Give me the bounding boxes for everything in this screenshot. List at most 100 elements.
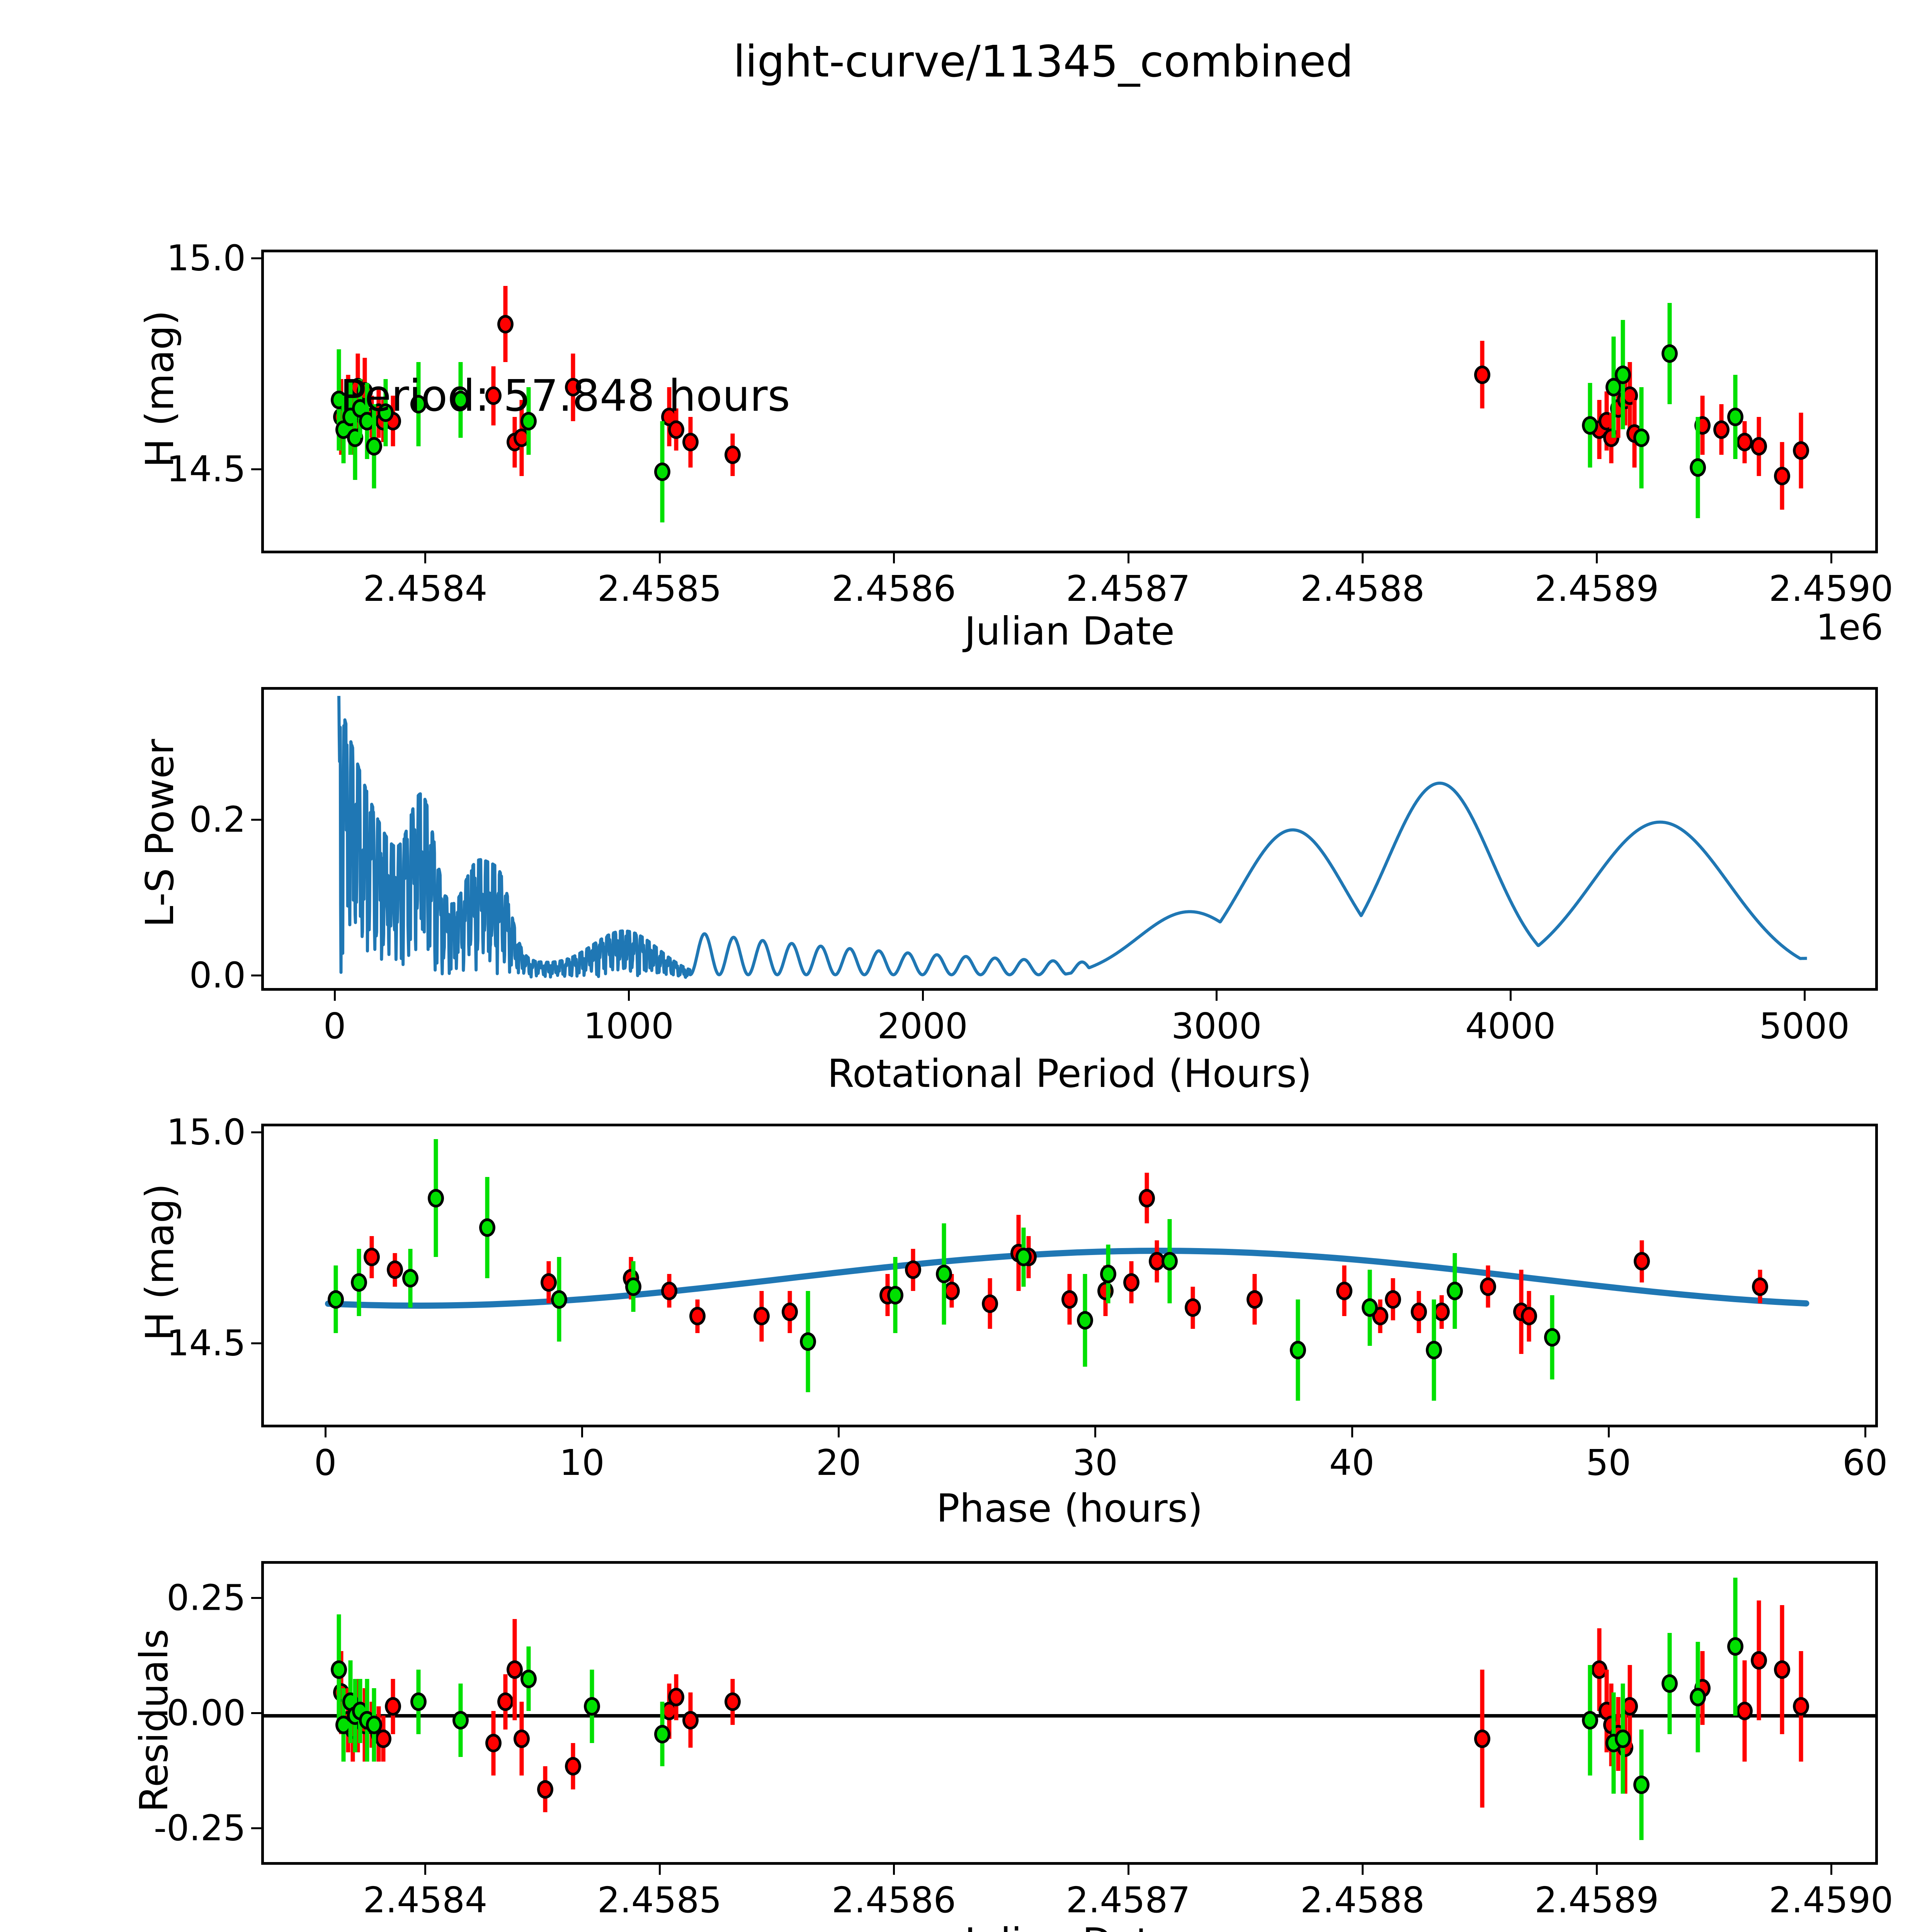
data-point bbox=[565, 378, 582, 397]
axis-tick bbox=[251, 1342, 261, 1344]
axis-tick-label: 1000 bbox=[583, 1005, 674, 1047]
axis-tick-label: 2.4586 bbox=[832, 1879, 956, 1921]
data-point bbox=[366, 1715, 382, 1734]
axis-tick bbox=[424, 553, 427, 563]
data-point bbox=[1446, 1281, 1463, 1300]
axis-tick-label: 2.4585 bbox=[597, 1879, 722, 1921]
axis-tick bbox=[251, 974, 261, 976]
data-point bbox=[1750, 437, 1767, 456]
residuals-xlabel: Julian Date bbox=[964, 1920, 1175, 1932]
data-point bbox=[384, 1697, 401, 1716]
axis-tick-label: 0 bbox=[323, 1005, 346, 1047]
axis-tick-label: 0.2 bbox=[189, 799, 246, 840]
data-point bbox=[887, 1286, 903, 1304]
data-point bbox=[363, 1248, 380, 1267]
data-point bbox=[1185, 1298, 1201, 1317]
data-point bbox=[1336, 1281, 1352, 1300]
phased-plot-area bbox=[264, 1126, 1875, 1425]
data-point bbox=[1633, 1775, 1650, 1794]
axis-tick bbox=[1351, 1427, 1353, 1437]
residuals-axes bbox=[261, 1561, 1878, 1865]
axis-tick bbox=[251, 1597, 261, 1599]
data-point bbox=[1162, 1252, 1178, 1271]
data-point bbox=[1474, 365, 1491, 384]
data-point bbox=[583, 1697, 600, 1716]
data-point bbox=[1662, 344, 1678, 363]
axis-tick bbox=[1803, 991, 1806, 1001]
data-point bbox=[1015, 1248, 1032, 1267]
axis-tick-label: 2.4589 bbox=[1534, 568, 1659, 609]
axis-tick bbox=[838, 1427, 840, 1437]
data-point bbox=[410, 395, 427, 413]
data-point bbox=[537, 1780, 553, 1799]
lightcurve-plot-area bbox=[264, 252, 1875, 551]
panel-phased: 0 10 20 30 40 50 60 15.0 14.5 H (mag) Phase (hou… bbox=[137, 1111, 1888, 1531]
data-point bbox=[520, 412, 537, 430]
axis-tick bbox=[1830, 553, 1832, 563]
axis-tick-label: -0.25 bbox=[153, 1807, 246, 1849]
axis-tick-label: 4000 bbox=[1465, 1005, 1556, 1047]
axis-tick-label: 0 bbox=[314, 1442, 337, 1483]
axis-tick-label: 2.4587 bbox=[1066, 568, 1190, 609]
data-point bbox=[331, 1660, 347, 1679]
data-point bbox=[497, 1692, 514, 1711]
axis-tick-label: 2.4584 bbox=[363, 568, 488, 609]
axis-tick-label: 30 bbox=[1072, 1442, 1118, 1483]
data-point bbox=[1149, 1252, 1165, 1271]
axis-tick bbox=[922, 991, 924, 1001]
periodogram-line bbox=[337, 696, 1808, 979]
axis-tick-label: 2.4585 bbox=[597, 568, 722, 609]
axis-tick-label: 2.4588 bbox=[1300, 568, 1425, 609]
data-point bbox=[1426, 1340, 1442, 1359]
data-point bbox=[1713, 420, 1730, 439]
data-point bbox=[1603, 429, 1619, 447]
data-point bbox=[1362, 1298, 1378, 1317]
data-point bbox=[1582, 1711, 1599, 1730]
data-point bbox=[689, 1307, 706, 1326]
axis-tick bbox=[1510, 991, 1512, 1001]
lightcurve-xlabel: Julian Date bbox=[964, 609, 1175, 654]
data-point bbox=[350, 1273, 367, 1292]
axis-tick-label: 40 bbox=[1329, 1442, 1375, 1483]
data-point bbox=[724, 1692, 741, 1711]
data-point bbox=[506, 1660, 523, 1679]
data-point bbox=[682, 1711, 699, 1730]
axis-tick bbox=[424, 1865, 427, 1875]
data-point bbox=[386, 1260, 403, 1279]
axis-tick-label: 0.25 bbox=[167, 1577, 246, 1619]
data-point bbox=[1633, 429, 1650, 447]
data-point bbox=[565, 1757, 582, 1776]
axis-tick bbox=[251, 1712, 261, 1714]
axis-tick bbox=[1361, 553, 1364, 563]
data-point bbox=[668, 420, 685, 439]
axis-tick-label: 2.4589 bbox=[1534, 1879, 1659, 1921]
axis-tick-label: 20 bbox=[816, 1442, 861, 1483]
axis-tick bbox=[1830, 1865, 1832, 1875]
axis-tick bbox=[1361, 1865, 1364, 1875]
data-point bbox=[1521, 1307, 1537, 1326]
data-point bbox=[1774, 466, 1791, 485]
data-point bbox=[1727, 407, 1744, 426]
data-point bbox=[799, 1332, 816, 1351]
period-annotation: Period: 57.848 hours bbox=[340, 371, 790, 421]
data-point bbox=[485, 386, 502, 405]
axis-tick-label: 0.00 bbox=[167, 1692, 246, 1734]
axis-tick bbox=[658, 1865, 661, 1875]
data-point bbox=[935, 1265, 952, 1284]
panel-lightcurve: 2.4584 2.4585 2.4586 2.4587 2.4588 2.4589 2.45… bbox=[0, 0, 1932, 665]
page-title: light-curve/11345_combined bbox=[733, 37, 1354, 87]
data-point bbox=[1544, 1328, 1560, 1347]
data-point bbox=[1246, 1290, 1263, 1309]
data-point bbox=[1100, 1265, 1116, 1284]
lightcurve-x-offset: 1e6 bbox=[1816, 607, 1883, 648]
data-point bbox=[479, 1218, 495, 1237]
data-point bbox=[1582, 416, 1599, 435]
data-point bbox=[1480, 1277, 1496, 1296]
data-point bbox=[753, 1307, 770, 1326]
axis-tick bbox=[251, 1827, 261, 1829]
data-point bbox=[514, 1729, 530, 1748]
lightcurve-axes bbox=[261, 250, 1878, 553]
data-point bbox=[485, 1734, 502, 1753]
data-point bbox=[452, 391, 469, 410]
